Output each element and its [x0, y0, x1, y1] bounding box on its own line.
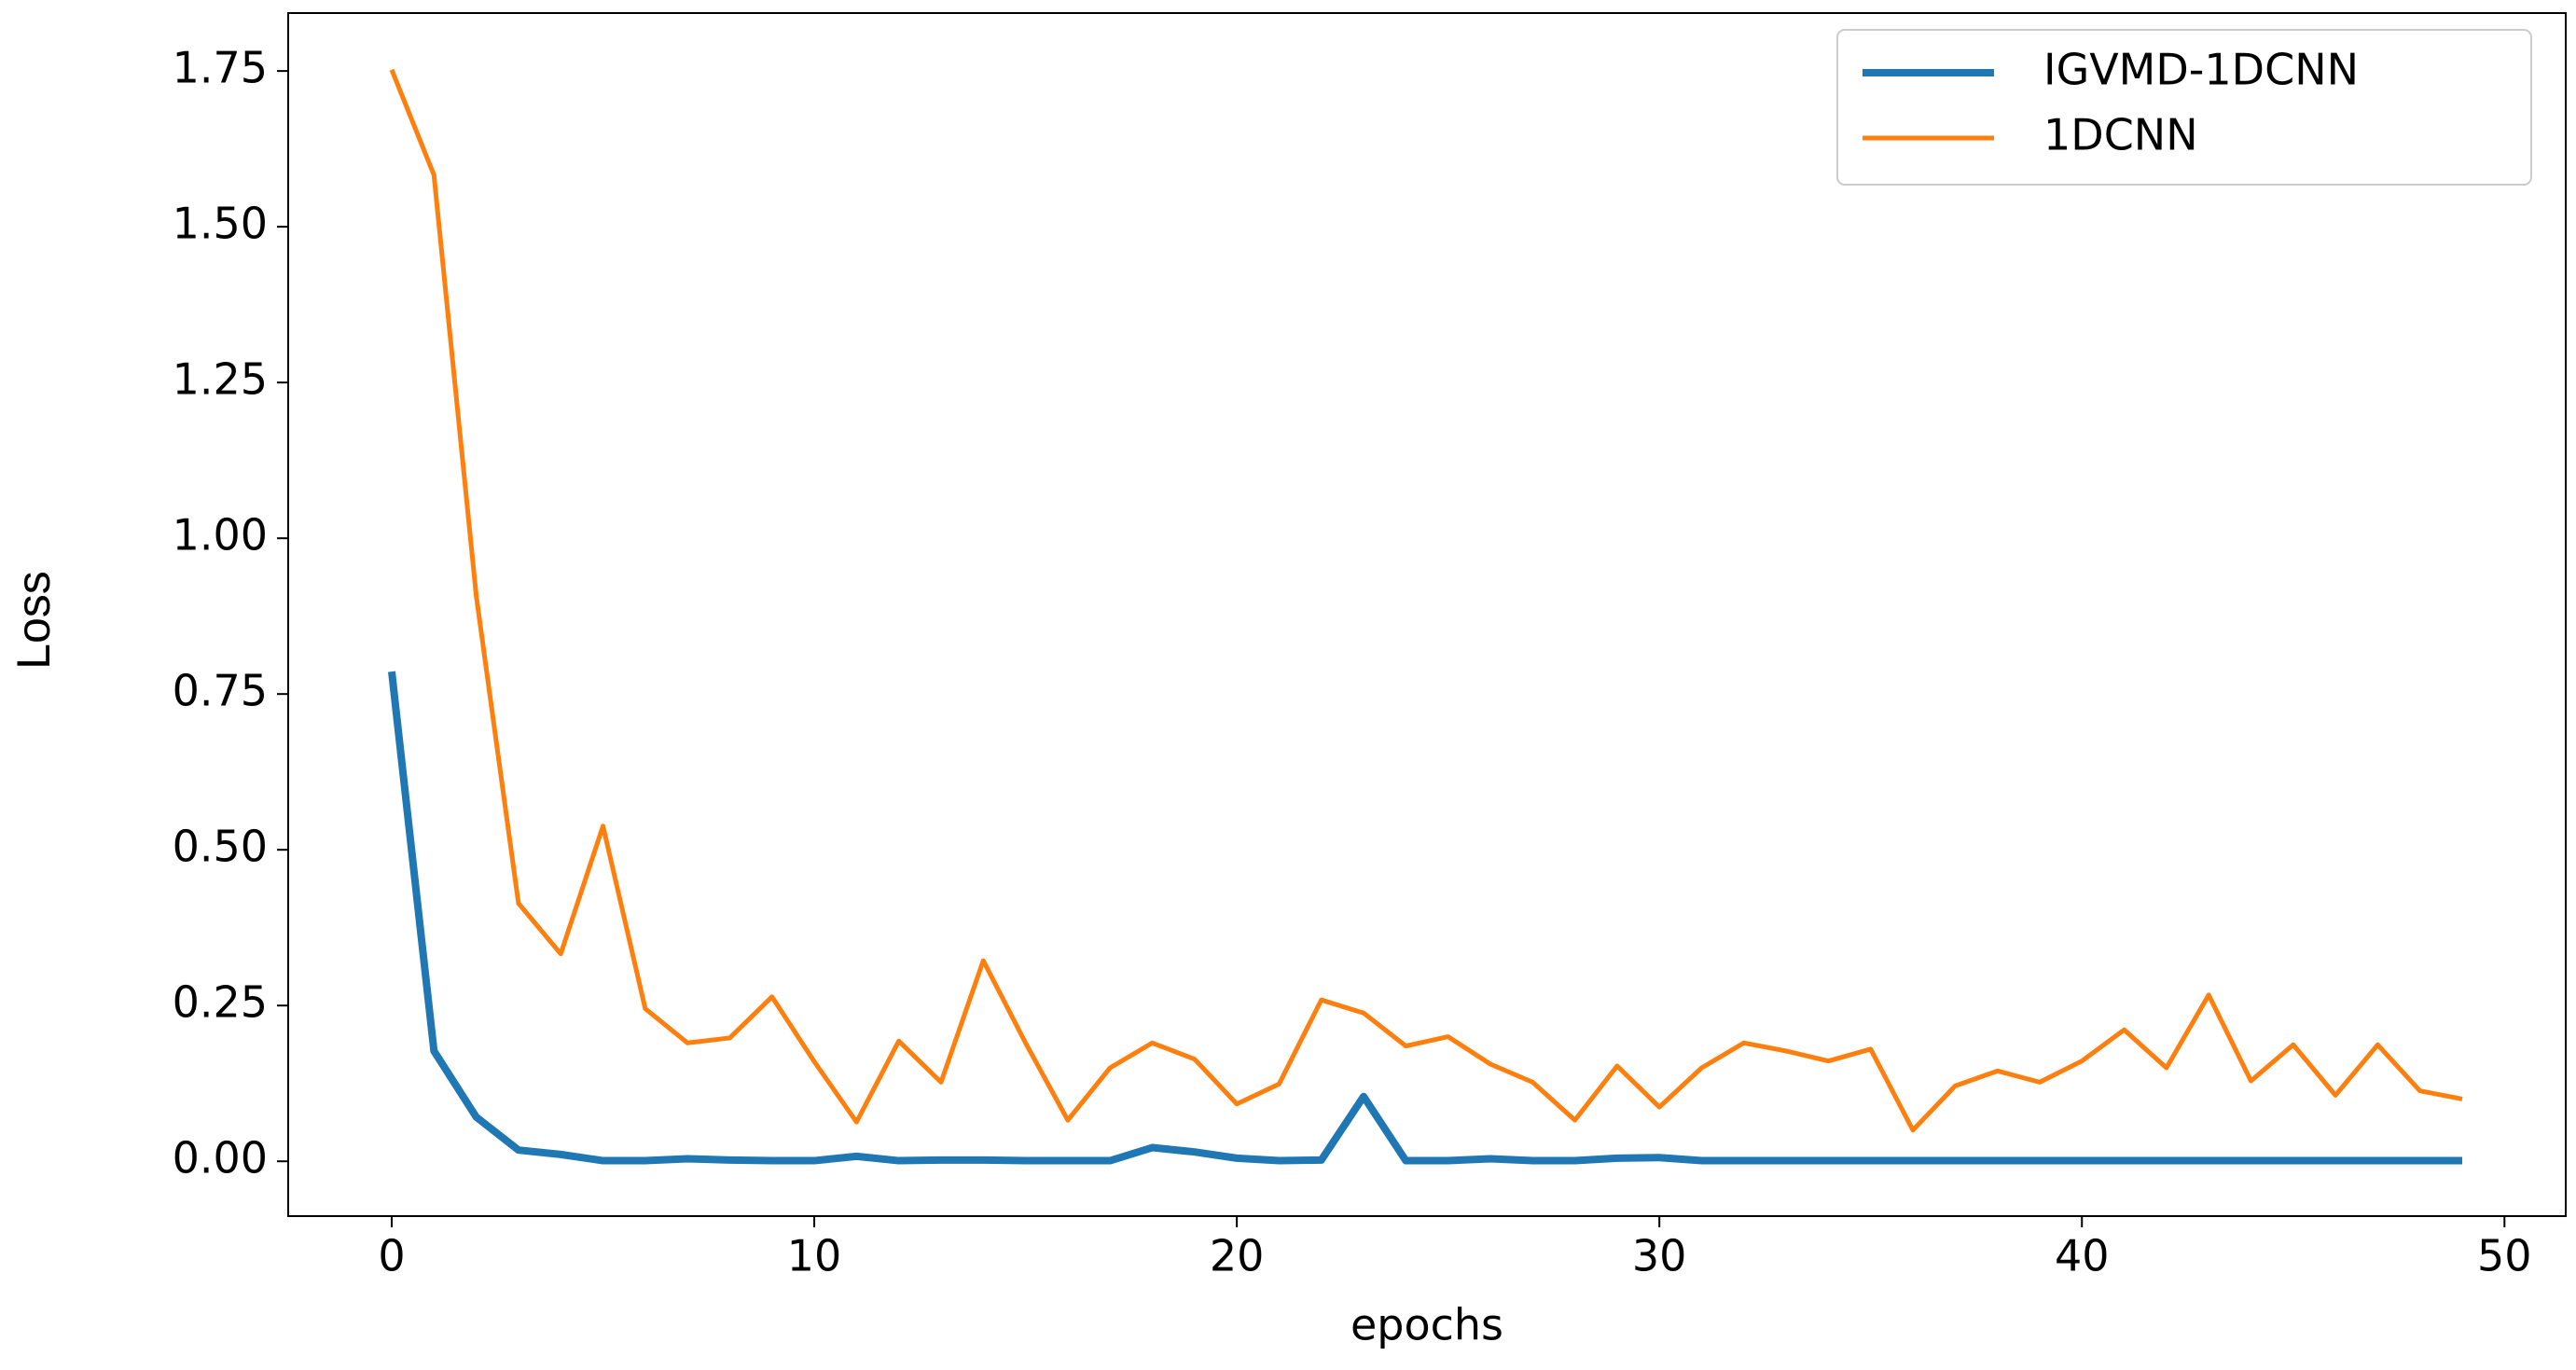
line-series: [389, 68, 2463, 1133]
x-tick-label: 0: [378, 1231, 405, 1281]
legend-box: [1836, 29, 2532, 186]
x-tick-label: 50: [2477, 1231, 2532, 1281]
y-tick-label: 1.25: [173, 354, 268, 405]
y-tick-label: 1.50: [173, 199, 268, 249]
x-axis-label: epochs: [1350, 1300, 1503, 1350]
x-tick-label: 40: [2055, 1231, 2110, 1281]
y-tick-label: 1.75: [173, 43, 268, 93]
x-tick-label: 10: [787, 1231, 842, 1281]
y-tick-label: 0.00: [173, 1133, 268, 1183]
y-axis-label: Loss: [7, 571, 60, 670]
plot-frame: [287, 12, 2567, 1217]
legend-label: 1DCNN: [2043, 110, 2198, 160]
y-tick-label: 1.00: [173, 510, 268, 560]
x-tick-label: 20: [1210, 1231, 1265, 1281]
line-series: [388, 671, 2462, 1165]
y-tick-label: 0.50: [173, 822, 268, 872]
legend-label: IGVMD-1DCNN: [2043, 45, 2359, 95]
y-tick-label: 0.75: [173, 666, 268, 716]
y-tick-label: 0.25: [173, 977, 268, 1028]
x-tick-label: 30: [1632, 1231, 1687, 1281]
